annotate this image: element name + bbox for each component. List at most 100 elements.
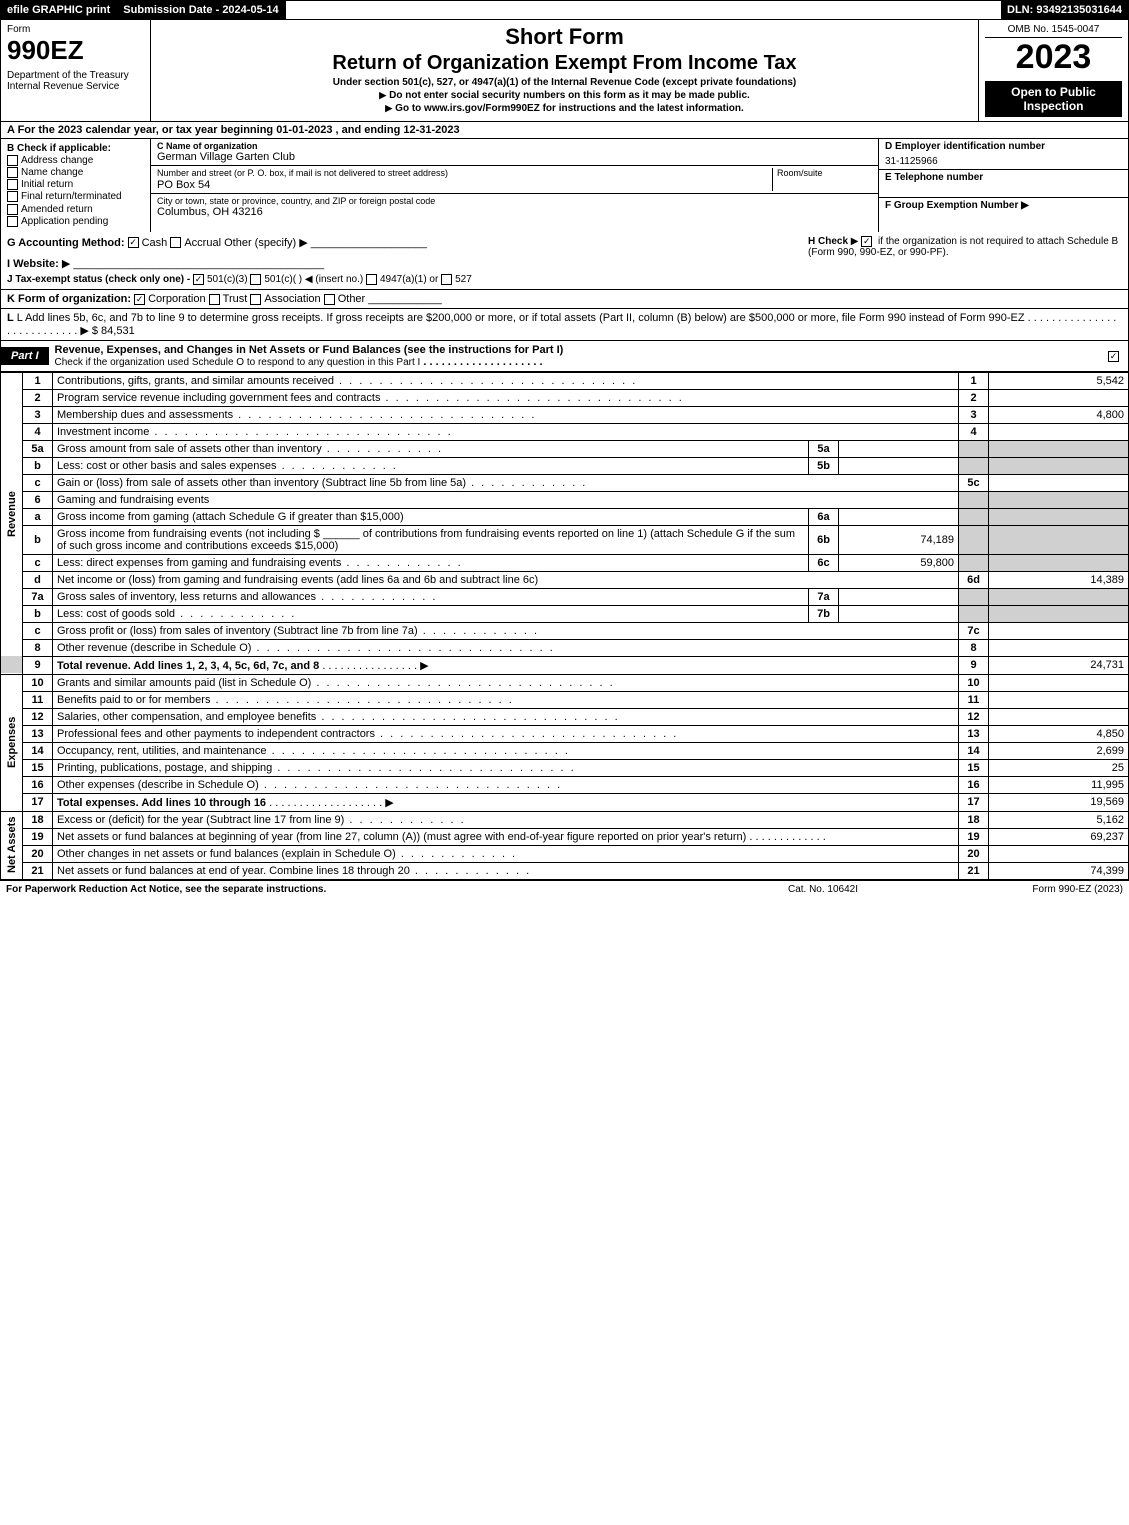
line-16-desc: Other expenses (describe in Schedule O) (57, 779, 562, 791)
line-6d-val: 14,389 (989, 571, 1129, 588)
chk-association[interactable] (250, 294, 261, 305)
top-bar: efile GRAPHIC print Submission Date - 20… (0, 0, 1129, 20)
part-i-label: Part I (1, 347, 49, 365)
netassets-section-label: Net Assets (1, 811, 23, 879)
org-info-block: B Check if applicable: Address change Na… (0, 139, 1129, 232)
line-20-desc: Other changes in net assets or fund bala… (57, 848, 517, 860)
col-c-org-info: C Name of organization German Village Ga… (151, 139, 878, 232)
line-13-val: 4,850 (989, 725, 1129, 742)
line-2-val (989, 389, 1129, 406)
line-2-desc: Program service revenue including govern… (57, 392, 684, 404)
line-6b-val: 74,189 (839, 525, 959, 554)
line-11-desc: Benefits paid to or for members (57, 694, 514, 706)
chk-amended-return[interactable]: Amended return (7, 204, 144, 215)
chk-final-return[interactable]: Final return/terminated (7, 191, 144, 202)
chk-application-pending[interactable]: Application pending (7, 216, 144, 227)
part-i-table: Revenue 1 Contributions, gifts, grants, … (0, 372, 1129, 880)
gross-receipts-value: $ 84,531 (92, 325, 135, 337)
line-9-desc: Total revenue. Add lines 1, 2, 3, 4, 5c,… (57, 660, 319, 672)
chk-accrual[interactable] (170, 237, 181, 248)
line-19-val: 69,237 (989, 828, 1129, 845)
chk-corporation[interactable]: ✓ (134, 294, 145, 305)
ein-label: D Employer identification number (879, 139, 1128, 154)
line-7a-val (839, 588, 959, 605)
line-6d-desc: Net income or (loss) from gaming and fun… (53, 571, 959, 588)
line-18-val: 5,162 (989, 811, 1129, 828)
line-12-val (989, 708, 1129, 725)
col-b-title: B Check if applicable: (7, 143, 144, 154)
row-g-accounting: G Accounting Method: ✓Cash Accrual Other… (7, 236, 802, 249)
line-5c-val (989, 474, 1129, 491)
line-4-val (989, 423, 1129, 440)
line-7a-desc: Gross sales of inventory, less returns a… (57, 591, 437, 603)
form-number: 990EZ (7, 35, 144, 66)
line-8-desc: Other revenue (describe in Schedule O) (57, 642, 555, 654)
line-17-val: 19,569 (989, 793, 1129, 811)
line-5c-desc: Gain or (loss) from sale of assets other… (57, 477, 587, 489)
line-14-val: 2,699 (989, 742, 1129, 759)
group-exemption-label: F Group Exemption Number ▶ (879, 197, 1128, 213)
line-6-desc: Gaming and fundraising events (53, 491, 959, 508)
row-h-schedule-b: H Check ▶ ✓ if the organization is not r… (802, 236, 1122, 285)
chk-schedule-b[interactable]: ✓ (861, 236, 872, 247)
inspection-badge: Open to Public Inspection (985, 81, 1122, 117)
line-19-desc: Net assets or fund balances at beginning… (57, 831, 746, 843)
street-address: PO Box 54 (157, 179, 772, 191)
telephone-label: E Telephone number (879, 169, 1128, 185)
chk-527[interactable] (441, 274, 452, 285)
omb-number: OMB No. 1545-0047 (985, 24, 1122, 38)
tax-year: 2023 (985, 38, 1122, 77)
chk-schedule-o[interactable]: ✓ (1108, 351, 1119, 362)
chk-other-org[interactable] (324, 294, 335, 305)
chk-501c3[interactable]: ✓ (193, 274, 204, 285)
revenue-section-label: Revenue (1, 372, 23, 656)
org-name-label: C Name of organization (157, 141, 872, 151)
col-b-checkboxes: B Check if applicable: Address change Na… (1, 139, 151, 232)
line-4-desc: Investment income (57, 426, 453, 438)
line-6b-desc: Gross income from fundraising events (no… (53, 525, 809, 554)
line-21-val: 74,399 (989, 862, 1129, 879)
line-1-num: 1 (23, 372, 53, 389)
row-a-tax-year: A For the 2023 calendar year, or tax yea… (0, 122, 1129, 139)
row-l-gross-receipts: L L Add lines 5b, 6c, and 7b to line 9 t… (0, 309, 1129, 341)
line-13-desc: Professional fees and other payments to … (57, 728, 678, 740)
city-state-zip: Columbus, OH 43216 (157, 206, 872, 218)
line-7c-val (989, 622, 1129, 639)
line-8-val (989, 639, 1129, 656)
line-11-val (989, 691, 1129, 708)
expenses-section-label: Expenses (1, 674, 23, 811)
line-20-val (989, 845, 1129, 862)
row-k-org-form: K Form of organization: ✓Corporation Tru… (0, 290, 1129, 309)
accounting-website-status: G Accounting Method: ✓Cash Accrual Other… (7, 236, 802, 285)
line-14-desc: Occupancy, rent, utilities, and maintena… (57, 745, 570, 757)
line-15-val: 25 (989, 759, 1129, 776)
footer-catno: Cat. No. 10642I (723, 884, 923, 895)
line-3-desc: Membership dues and assessments (57, 409, 536, 421)
line-12-desc: Salaries, other compensation, and employ… (57, 711, 620, 723)
chk-501c[interactable] (250, 274, 261, 285)
line-6a-desc: Gross income from gaming (attach Schedul… (53, 508, 809, 525)
chk-initial-return[interactable]: Initial return (7, 179, 144, 190)
ein-value: 31-1125966 (879, 154, 1128, 169)
line-1-desc: Contributions, gifts, grants, and simila… (57, 375, 637, 387)
form-header: Form 990EZ Department of the Treasury In… (0, 20, 1129, 122)
line-10-val (989, 674, 1129, 691)
chk-cash[interactable]: ✓ (128, 237, 139, 248)
department-label: Department of the Treasury Internal Reve… (7, 70, 144, 92)
chk-name-change[interactable]: Name change (7, 167, 144, 178)
line-5b-val (839, 457, 959, 474)
page-footer: For Paperwork Reduction Act Notice, see … (0, 880, 1129, 898)
line-16-val: 11,995 (989, 776, 1129, 793)
efile-print-label[interactable]: efile GRAPHIC print (1, 1, 117, 19)
no-ssn-note: Do not enter social security numbers on … (157, 90, 972, 101)
room-suite-label: Room/suite (772, 168, 872, 191)
line-6c-val: 59,800 (839, 554, 959, 571)
part-i-subtitle: Check if the organization used Schedule … (55, 357, 421, 368)
line-7b-val (839, 605, 959, 622)
chk-address-change[interactable]: Address change (7, 155, 144, 166)
footer-paperwork: For Paperwork Reduction Act Notice, see … (6, 884, 723, 895)
under-section-note: Under section 501(c), 527, or 4947(a)(1)… (157, 77, 972, 88)
col-de-ids: D Employer identification number 31-1125… (878, 139, 1128, 232)
chk-4947[interactable] (366, 274, 377, 285)
chk-trust[interactable] (209, 294, 220, 305)
